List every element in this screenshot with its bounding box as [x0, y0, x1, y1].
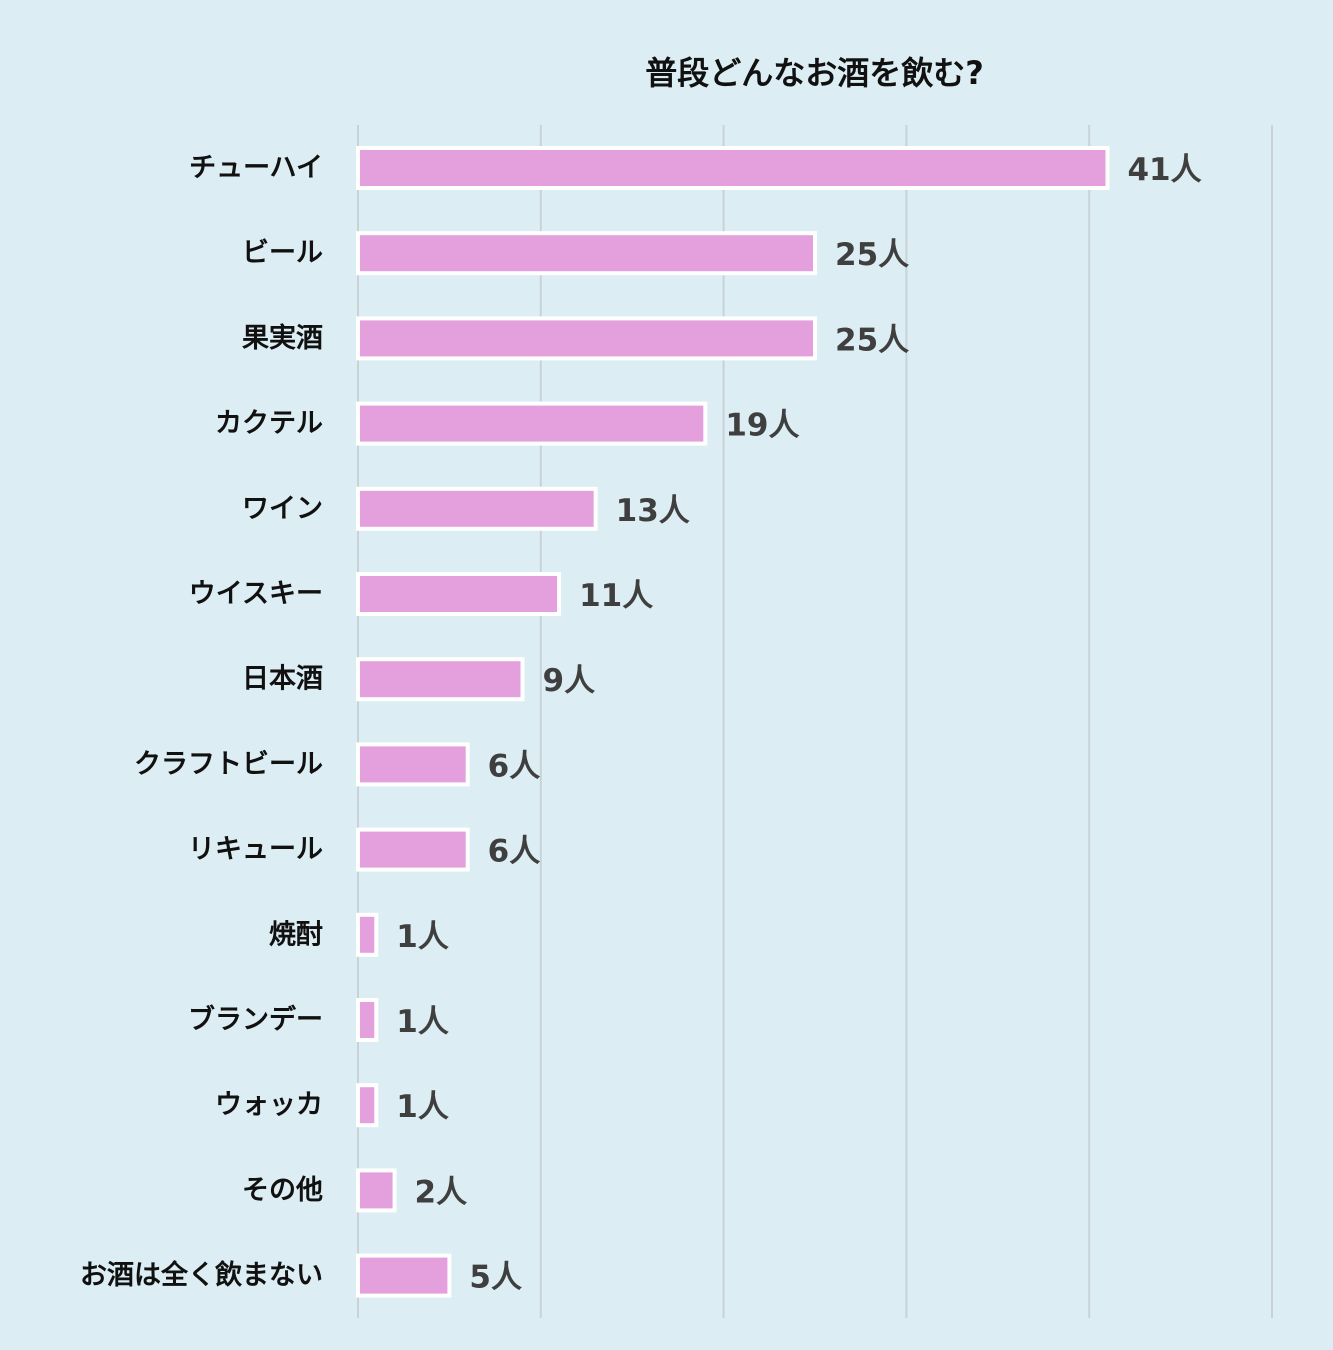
value-label-6: 9人 — [543, 663, 596, 699]
bar-12 — [356, 1168, 397, 1213]
category-label-10: ブランデー — [188, 1004, 323, 1036]
value-label-7: 6人 — [488, 748, 541, 784]
value-label-9: 1人 — [396, 919, 449, 955]
category-label-3: カクテル — [215, 408, 323, 439]
category-label-12: その他 — [242, 1175, 323, 1206]
bar-4 — [356, 486, 598, 531]
category-label-5: ウイスキー — [189, 579, 323, 610]
chart-title: 普段どんなお酒を飲む? — [645, 54, 984, 92]
category-label-11: ウォッカ — [215, 1090, 323, 1121]
value-label-8: 6人 — [488, 834, 541, 870]
category-label-8: リキュール — [188, 834, 323, 865]
bar-9 — [356, 912, 379, 957]
category-label-7: クラフトビール — [134, 749, 323, 780]
bar-13 — [356, 1253, 452, 1298]
bar-0 — [356, 146, 1110, 190]
bar-1 — [356, 231, 817, 276]
value-label-3: 19人 — [725, 408, 799, 444]
value-label-2: 25人 — [835, 322, 909, 358]
value-label-5: 11人 — [579, 578, 653, 614]
value-label-13: 5人 — [469, 1260, 522, 1296]
category-label-0: チューハイ — [189, 153, 323, 184]
bar-11 — [356, 1083, 379, 1128]
category-labels: チューハイビール果実酒カクテルワインウイスキー日本酒クラフトビールリキュール焼酎… — [80, 153, 323, 1292]
value-label-1: 25人 — [835, 237, 909, 273]
value-label-10: 1人 — [396, 1004, 449, 1040]
gridlines — [357, 125, 1273, 1318]
category-label-4: ワイン — [242, 493, 323, 524]
bar-10 — [356, 998, 379, 1042]
bar-8 — [356, 827, 470, 872]
bar-6 — [356, 657, 525, 702]
value-label-0: 41人 — [1127, 152, 1201, 188]
category-label-9: 焼酎 — [269, 919, 323, 950]
bar-5 — [356, 572, 562, 616]
bar-7 — [356, 742, 470, 787]
bars — [356, 146, 1110, 1298]
category-label-1: ビール — [242, 238, 323, 269]
category-label-13: お酒は全く飲まない — [80, 1259, 323, 1291]
value-label-12: 2人 — [415, 1174, 468, 1210]
value-label-4: 13人 — [616, 493, 690, 529]
bar-2 — [356, 316, 817, 361]
category-label-2: 果実酒 — [242, 322, 323, 354]
category-label-6: 日本酒 — [242, 664, 323, 695]
bar-3 — [356, 401, 708, 446]
value-label-11: 1人 — [396, 1089, 449, 1125]
value-labels: 41人 25人 25人 19人 13人 11人 9人 6人 6人 1人 1人 1人 2人 5人 — [396, 152, 1201, 1296]
